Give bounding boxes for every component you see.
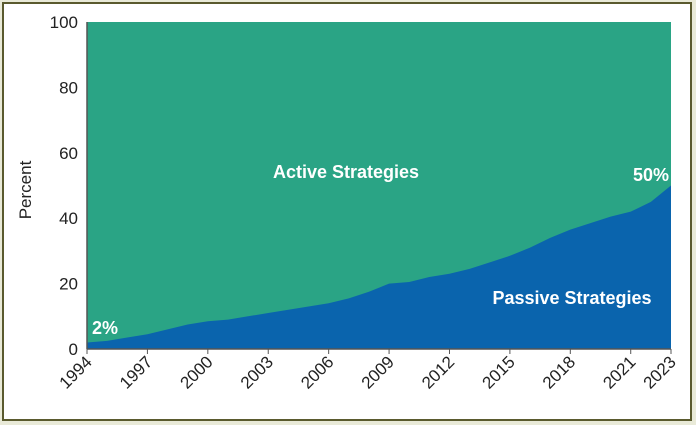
x-tick-label: 2015 xyxy=(479,352,519,392)
active-strategies-label: Active Strategies xyxy=(273,162,419,182)
y-tick-label: 20 xyxy=(59,275,78,294)
x-tick-label: 2006 xyxy=(297,352,337,392)
x-tick-label: 2009 xyxy=(358,352,398,392)
x-tick-label: 1997 xyxy=(116,352,156,392)
x-tick-label: 1994 xyxy=(56,352,96,392)
y-tick-label: 40 xyxy=(59,209,78,228)
x-tick-label: 2012 xyxy=(418,352,458,392)
x-tick-label: 2000 xyxy=(176,352,216,392)
x-tick-label: 2003 xyxy=(237,352,277,392)
x-axis-ticks: 1994 1997 2000 2003 2006 2009 2012 2015 2018 2021… xyxy=(56,349,680,393)
passive-strategies-area xyxy=(87,185,671,349)
y-tick-label: 0 xyxy=(69,340,78,359)
y-axis-label: Percent xyxy=(16,160,35,219)
y-tick-label: 100 xyxy=(50,13,78,32)
end-value-label: 50% xyxy=(633,165,669,185)
start-value-label: 2% xyxy=(92,318,118,338)
x-tick-label: 2023 xyxy=(640,352,680,392)
x-tick-label: 2018 xyxy=(539,352,579,392)
passive-strategies-label: Passive Strategies xyxy=(492,288,651,308)
x-tick-label: 2021 xyxy=(599,352,639,392)
y-tick-label: 60 xyxy=(59,144,78,163)
y-axis-ticks: 0 20 40 60 80 100 xyxy=(50,13,78,359)
y-tick-label: 80 xyxy=(59,78,78,97)
